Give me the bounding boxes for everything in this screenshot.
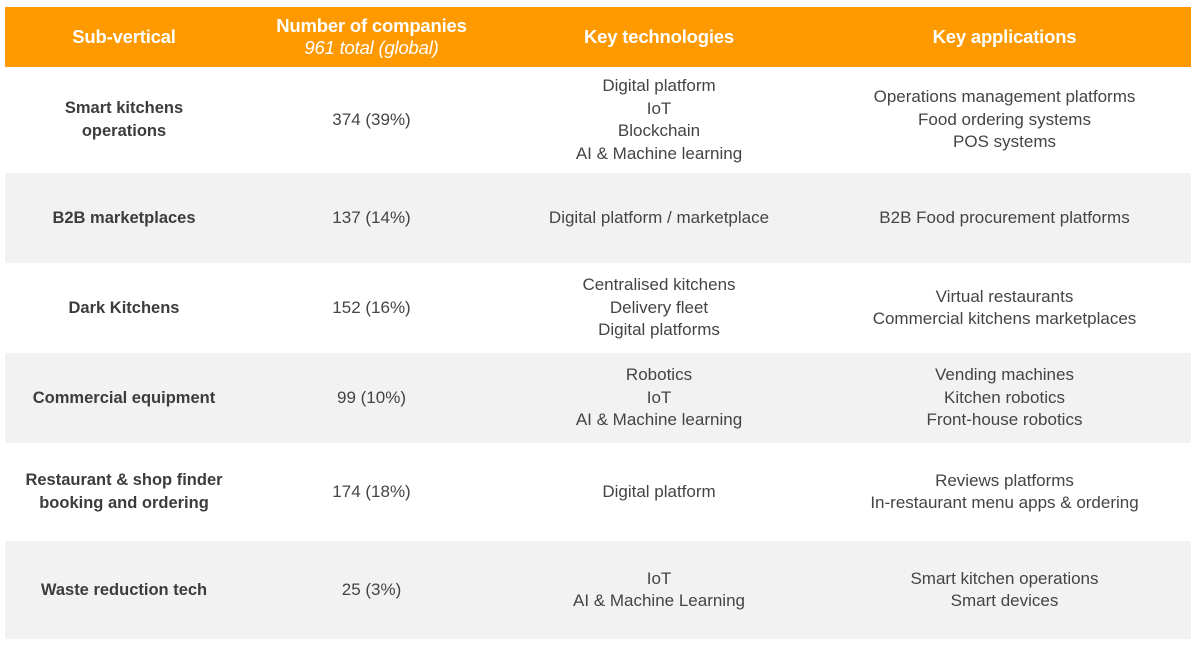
cell-text: Waste reduction tech (40, 580, 208, 599)
cell-applications: Vending machines Kitchen robotics Front-… (818, 353, 1191, 443)
sub-vertical-table: Sub-vertical Number of companies 961 tot… (5, 7, 1191, 639)
cell-text: Food ordering systems (918, 109, 1091, 129)
cell-technologies: Robotics IoT AI & Machine learning (500, 353, 818, 443)
cell-text: Smart kitchen operations (910, 568, 1099, 588)
cell-sub-vertical: Restaurant & shop finder booking and ord… (5, 443, 243, 541)
cell-text: AI & Machine Learning (573, 591, 745, 610)
cell-companies: 174 (18%) (243, 443, 500, 541)
cell-companies: 99 (10%) (243, 353, 500, 443)
header-subtitle: 961 total (global) (304, 37, 439, 58)
cell-text: POS systems (953, 132, 1056, 152)
cell-text: operations (81, 122, 167, 140)
cell-text: AI & Machine learning (575, 410, 743, 430)
cell-companies: 25 (3%) (243, 541, 500, 639)
header-label: Sub-vertical (72, 26, 176, 47)
table-row: Dark Kitchens 152 (16%) Centralised kitc… (5, 263, 1191, 353)
cell-text: Dark Kitchens (68, 298, 180, 317)
cell-technologies: Digital platform (500, 443, 818, 541)
header-number-of-companies: Number of companies 961 total (global) (243, 7, 500, 67)
cell-text: 99 (10%) (337, 387, 406, 407)
cell-text: Virtual restaurants (935, 286, 1074, 306)
cell-sub-vertical: Waste reduction tech (5, 541, 243, 639)
cell-text: Kitchen robotics (944, 387, 1065, 407)
cell-text: Smart devices (950, 591, 1059, 610)
cell-applications: Operations management platforms Food ord… (818, 67, 1191, 173)
cell-text: B2B Food procurement platforms (879, 207, 1130, 227)
cell-companies: 152 (16%) (243, 263, 500, 353)
cell-text: Vending machines (935, 365, 1074, 385)
cell-text: Restaurant & shop finder (25, 471, 223, 489)
cell-technologies: IoT AI & Machine Learning (500, 541, 818, 639)
cell-text: Robotics (625, 365, 693, 385)
header-key-technologies: Key technologies (500, 7, 818, 67)
table-row: Smart kitchens operations 374 (39%) Digi… (5, 67, 1191, 173)
cell-text: Delivery fleet (609, 297, 709, 317)
cell-text: IoT (646, 98, 672, 118)
cell-sub-vertical: Commercial equipment (5, 353, 243, 443)
header-sub-vertical: Sub-vertical (5, 7, 243, 67)
cell-text: 137 (14%) (332, 207, 411, 227)
cell-technologies: Digital platform IoT Blockchain AI & Mac… (500, 67, 818, 173)
cell-text: IoT (646, 568, 672, 588)
cell-text: 152 (16%) (332, 297, 411, 317)
cell-text: Blockchain (617, 121, 701, 140)
header-label: Key technologies (584, 26, 734, 47)
cell-technologies: Digital platform / marketplace (500, 173, 818, 263)
table-header: Sub-vertical Number of companies 961 tot… (5, 7, 1191, 67)
cell-companies: 374 (39%) (243, 67, 500, 173)
cell-applications: Reviews platforms In-restaurant menu app… (818, 443, 1191, 541)
cell-text: AI & Machine learning (575, 143, 743, 163)
cell-text: Digital platforms (598, 320, 720, 340)
table-row: B2B marketplaces 137 (14%) Digital platf… (5, 173, 1191, 263)
table-row: Waste reduction tech 25 (3%) IoT AI & Ma… (5, 541, 1191, 639)
table-row: Commercial equipment 99 (10%) Robotics I… (5, 353, 1191, 443)
cell-applications: Virtual restaurants Commercial kitchens … (818, 263, 1191, 353)
cell-text: booking and ordering (39, 494, 209, 512)
cell-text: Commercial kitchens marketplaces (872, 309, 1137, 328)
cell-text: 374 (39%) (332, 109, 411, 129)
cell-text: Digital platform (602, 481, 716, 501)
cell-text: Reviews platforms (935, 470, 1074, 490)
cell-text: Operations management platforms (873, 87, 1136, 107)
cell-text: Commercial equipment (32, 388, 216, 407)
cell-technologies: Centralised kitchens Delivery fleet Digi… (500, 263, 818, 353)
cell-text: 174 (18%) (332, 481, 411, 501)
table-row: Restaurant & shop finder booking and ord… (5, 443, 1191, 541)
cell-text: In-restaurant menu apps & ordering (870, 493, 1139, 512)
cell-text: Digital platform / marketplace (548, 207, 770, 227)
cell-text: 25 (3%) (341, 579, 402, 599)
cell-sub-vertical: Dark Kitchens (5, 263, 243, 353)
cell-text: Digital platform (602, 76, 716, 95)
cell-text: Front-house robotics (926, 410, 1083, 430)
cell-applications: Smart kitchen operations Smart devices (818, 541, 1191, 639)
cell-sub-vertical: Smart kitchens operations (5, 67, 243, 173)
cell-text: IoT (646, 387, 672, 407)
cell-text: Smart kitchens (64, 99, 184, 117)
header-key-applications: Key applications (818, 7, 1191, 67)
cell-applications: B2B Food procurement platforms (818, 173, 1191, 263)
cell-sub-vertical: B2B marketplaces (5, 173, 243, 263)
cell-text: B2B marketplaces (52, 208, 196, 227)
header-label: Key applications (932, 26, 1077, 47)
cell-companies: 137 (14%) (243, 173, 500, 263)
cell-text: Centralised kitchens (582, 275, 736, 295)
header-label: Number of companies (276, 15, 467, 36)
